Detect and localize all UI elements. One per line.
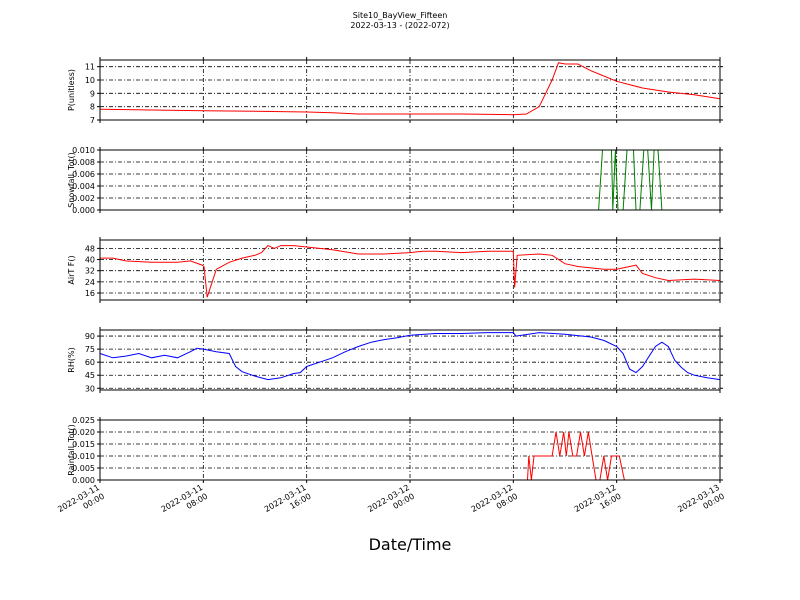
panel-4: 0.000 0.005 0.010 0.015 0.020 0.025Rainfall_T…: [67, 416, 723, 485]
series-line: [100, 431, 720, 481]
y-tick-label: 32: [85, 267, 95, 276]
y-tick-label: 0.004: [72, 182, 95, 191]
x-tick-label: 2022-03-1100:00: [56, 483, 106, 523]
y-tick-label: 9: [90, 89, 95, 98]
y-tick-label: 0.020: [72, 428, 95, 437]
x-tick-label: 2022-03-1216:00: [573, 483, 623, 523]
y-tick-label: 0.010: [72, 146, 95, 155]
y-tick-label: 0.010: [72, 452, 95, 461]
y-tick-label: 0.005: [72, 464, 95, 473]
y-axis-label: AirT F(): [67, 255, 76, 284]
x-tick-label: 2022-03-1108:00: [160, 483, 210, 523]
y-tick-label: 0.025: [72, 416, 95, 425]
x-tick-labels: 2022-03-1100:00 2022-03-1108:00 2022-03-11…: [56, 483, 726, 523]
plot-frame: [99, 59, 721, 121]
y-tick-label: 60: [85, 358, 95, 367]
y-tick-label: 30: [85, 384, 95, 393]
y-tick-label: 45: [85, 371, 95, 380]
y-tick-label: 0.002: [72, 194, 95, 203]
y-tick-label: 0.000: [72, 476, 95, 485]
y-tick-label: 11: [85, 63, 95, 72]
y-tick-label: 0.000: [72, 206, 95, 215]
y-axis-label: Rainfall_Tot(): [67, 424, 76, 476]
y-axis-label: RH(%): [67, 347, 76, 372]
series-line: [99, 332, 721, 381]
x-tick-label: 2022-03-1300:00: [676, 483, 726, 523]
y-tick-label: 40: [85, 256, 95, 265]
y-tick-label: 0.008: [72, 158, 95, 167]
y-tick-label: 16: [85, 289, 95, 298]
chart-subtitle: 2022-03-13 - (2022-072): [350, 21, 449, 30]
panel-3: 30 45 60 75 90 RH(%): [67, 327, 723, 393]
x-tick-label: 2022-03-1200:00: [366, 483, 416, 523]
y-tick-label: 0.015: [72, 440, 95, 449]
x-axis-label: Date/Time: [369, 535, 452, 554]
panel-2: 16 24 32 40 48 AirT F(): [67, 237, 723, 303]
plot-frame: [99, 239, 721, 301]
series-line: [100, 245, 721, 298]
y-tick-label: 24: [85, 278, 95, 287]
panel-1: 0.000 0.002 0.004 0.006 0.008 0.010Snowfall_T…: [67, 146, 723, 215]
y-tick-label: 90: [85, 332, 95, 341]
x-tick-label: 2022-03-1116:00: [263, 483, 313, 523]
y-tick-label: 48: [85, 244, 95, 253]
plot-frame: [99, 149, 721, 211]
plot-frame: [99, 329, 721, 391]
panels-group: 7891011P(unitless)0.0000.0020.0040.0060.…: [67, 57, 723, 485]
chart-title: Site10_BayView_Fifteen: [353, 11, 448, 20]
plot-frame: [99, 419, 721, 481]
y-axis-label: P(unitless): [67, 69, 76, 111]
y-tick-label: 7: [90, 116, 95, 125]
panel-0: 7 8 9 10 11 P(unitless): [67, 57, 723, 125]
y-axis-label: Snowfall_Tot(): [67, 152, 76, 208]
y-tick-label: 75: [85, 345, 95, 354]
y-tick-label: 8: [90, 103, 95, 112]
y-tick-label: 10: [85, 76, 95, 85]
y-tick-label: 0.006: [72, 170, 95, 179]
x-tick-label: 2022-03-1208:00: [470, 483, 520, 523]
series-line: [99, 62, 721, 116]
